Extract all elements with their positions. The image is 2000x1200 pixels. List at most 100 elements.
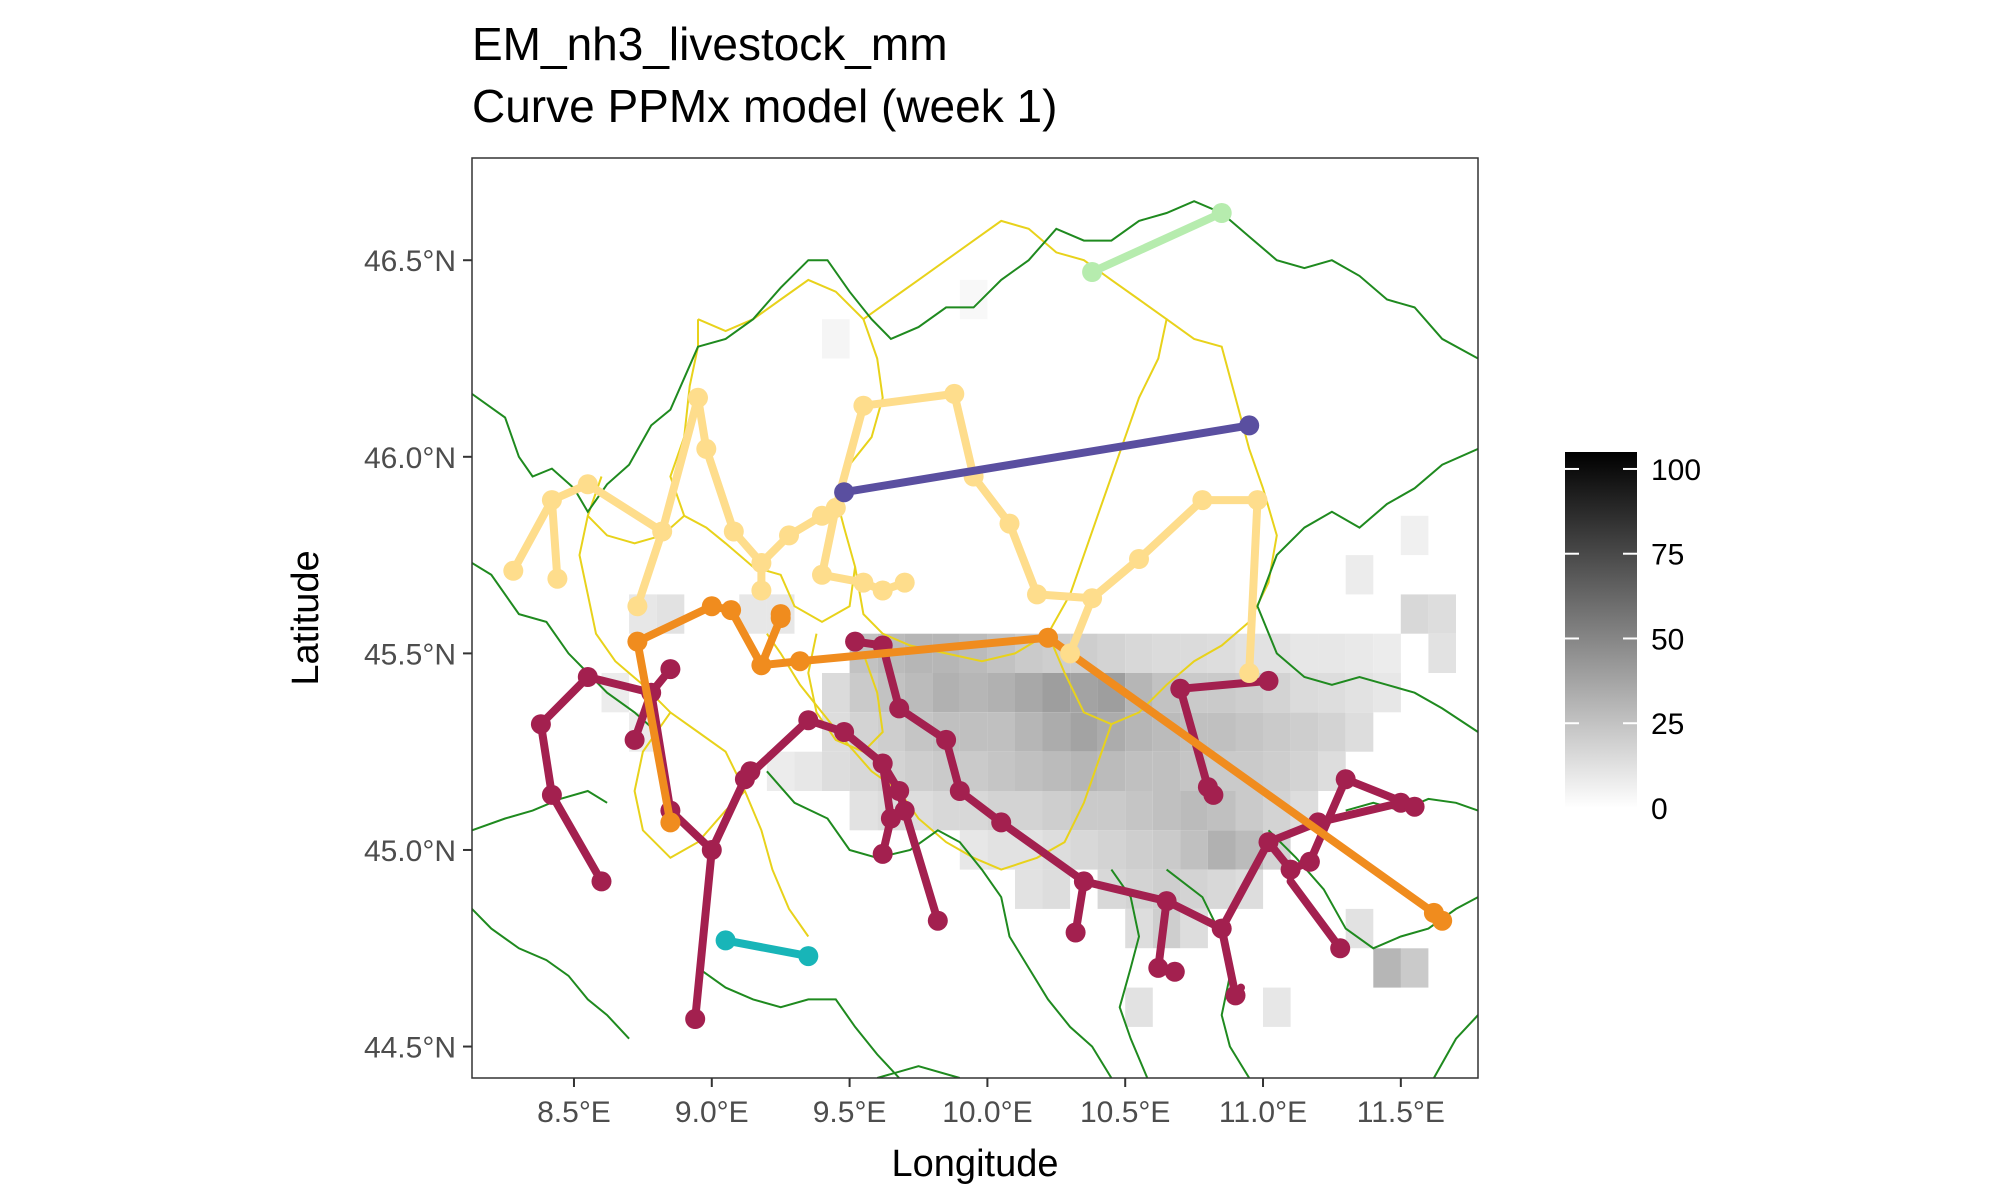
- cluster-teal: [715, 930, 819, 967]
- heat-cell: [987, 830, 1015, 870]
- station-point: [1065, 922, 1086, 943]
- station-point: [949, 781, 970, 801]
- station-point: [1073, 871, 1094, 892]
- x-axis: 8.5°E 9.0°E 9.5°E 10.0°E 10.5°E 11.0°E 11.5°E: [537, 1078, 1445, 1129]
- station-point: [660, 812, 681, 833]
- heat-cell: [959, 673, 988, 713]
- heat-cell: [987, 751, 1015, 791]
- cluster-purple: [834, 415, 1260, 503]
- y-tick-label: 45.0°N: [364, 835, 456, 868]
- x-tick-label: 9.5°E: [813, 1096, 887, 1129]
- station-point: [779, 525, 799, 546]
- region-boundary-line: [1256, 447, 1478, 733]
- station-point: [591, 871, 612, 892]
- heat-cell: [1042, 751, 1071, 791]
- station-point: [1027, 584, 1047, 605]
- heat-cell: [1207, 633, 1236, 673]
- station-point: [696, 438, 717, 459]
- y-tick-label: 46.0°N: [364, 442, 456, 475]
- heat-cell: [1125, 908, 1153, 949]
- station-point: [1082, 262, 1103, 282]
- station-point: [1258, 670, 1279, 691]
- heat-cell: [1428, 594, 1456, 634]
- station-point: [936, 729, 957, 750]
- heat-cell: [959, 279, 988, 320]
- heat-cell: [1042, 673, 1071, 713]
- map-title: EM_nh3_livestock_mm: [472, 18, 948, 70]
- legend-tick-label: 25: [1651, 708, 1684, 741]
- map-subtitle: Curve PPMx model (week 1): [472, 80, 1057, 132]
- station-point: [872, 580, 893, 601]
- station-point: [547, 568, 568, 589]
- legend-tick-label: 100: [1651, 454, 1701, 487]
- station-point: [1404, 796, 1425, 817]
- heat-cell: [1207, 712, 1236, 752]
- station-point: [541, 784, 562, 805]
- station-point: [889, 698, 910, 719]
- heat-cell: [959, 830, 988, 870]
- station-point: [1211, 203, 1232, 223]
- heat-cell: [1042, 712, 1071, 752]
- y-tick-label: 44.5°N: [364, 1032, 456, 1065]
- heat-cell: [1400, 515, 1429, 556]
- heat-cell: [1180, 869, 1208, 909]
- x-tick-label: 10.5°E: [1080, 1096, 1170, 1129]
- station-point: [751, 655, 772, 676]
- x-tick-label: 10.0°E: [942, 1096, 1032, 1129]
- heat-cell: [1125, 987, 1153, 1027]
- station-point: [1239, 415, 1260, 436]
- station-point: [627, 596, 648, 617]
- heat-cell: [1152, 791, 1181, 831]
- heat-cell: [849, 791, 878, 831]
- station-point: [798, 946, 819, 967]
- station-point: [701, 840, 722, 860]
- heat-cell: [1373, 633, 1401, 673]
- map-panel: [472, 200, 1478, 1078]
- heat-cell: [1180, 791, 1208, 831]
- heat-cell: [1345, 633, 1374, 673]
- cluster-segment: [1088, 209, 1226, 276]
- region-boundary-line: [472, 789, 608, 832]
- station-point: [652, 521, 673, 542]
- station-point: [1164, 961, 1185, 982]
- region-boundary-line: [1110, 869, 1149, 1078]
- region-boundary-line: [472, 562, 658, 733]
- heat-cell: [1400, 948, 1429, 988]
- heat-cell: [1015, 791, 1043, 831]
- station-point: [1211, 918, 1232, 939]
- heat-cell: [1318, 633, 1346, 673]
- heat-cell: [1345, 908, 1374, 949]
- station-point: [894, 572, 915, 593]
- heat-cell: [1235, 712, 1264, 752]
- cluster-segment: [633, 527, 667, 611]
- station-point: [1203, 784, 1224, 805]
- station-point: [845, 631, 866, 652]
- station-point: [577, 474, 598, 495]
- station-point: [872, 753, 893, 774]
- station-point: [751, 580, 772, 601]
- station-point: [894, 800, 915, 821]
- station-point: [927, 910, 948, 931]
- legend-ticks: 0 25 50 75 100: [1565, 454, 1701, 826]
- station-point: [1247, 490, 1268, 511]
- heat-cell: [1263, 751, 1291, 791]
- y-tick-label: 45.5°N: [364, 638, 456, 671]
- heat-cell: [1290, 633, 1319, 673]
- heat-cell: [822, 751, 850, 791]
- station-point: [624, 729, 645, 750]
- station-point: [1225, 985, 1246, 1006]
- cluster-segment: [1286, 877, 1345, 953]
- station-point: [853, 572, 874, 593]
- heat-cell: [1345, 712, 1374, 752]
- station-point: [715, 930, 736, 951]
- station-point: [834, 482, 855, 503]
- station-point: [627, 631, 648, 652]
- station-point: [723, 521, 744, 542]
- station-point: [872, 843, 893, 864]
- x-tick-label: 11.5°E: [1357, 1096, 1445, 1129]
- heat-cell: [1097, 830, 1126, 870]
- region-boundary-line: [697, 967, 900, 1078]
- heat-cell: [1125, 633, 1153, 673]
- heat-cell: [1015, 712, 1043, 752]
- region-boundary-line: [766, 770, 1113, 1078]
